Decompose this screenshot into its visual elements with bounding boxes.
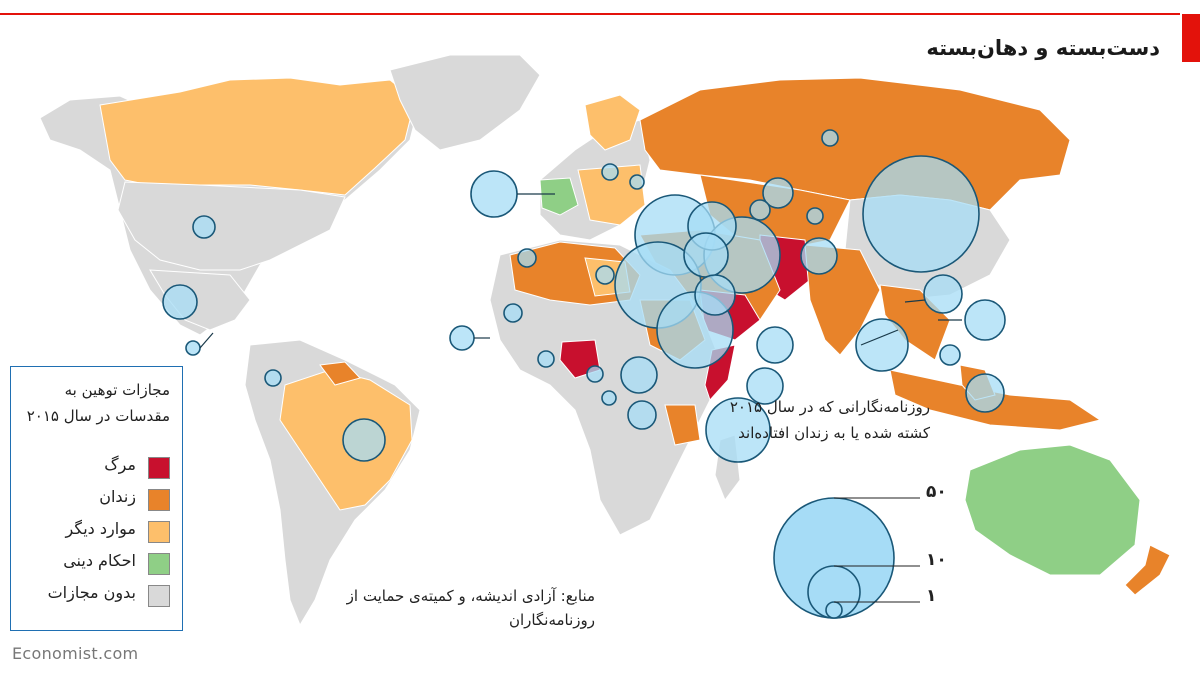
bubble-saudi — [694, 274, 736, 316]
bubble-uk — [601, 163, 619, 181]
top-rule — [0, 13, 1180, 15]
legend-label: زندان — [99, 487, 136, 506]
bubble-sudan — [620, 356, 658, 394]
bubble-vietnam — [939, 344, 961, 366]
bubble-iraq — [683, 232, 729, 278]
bubble-myanmar — [964, 299, 1006, 341]
region-france — [539, 177, 579, 216]
bubble-legend-label-10: ۱۰ — [926, 550, 947, 570]
region-tanzania — [664, 404, 701, 446]
legend-item-death: مرگ — [25, 455, 170, 481]
bubble-mexico — [162, 284, 198, 320]
region-greenland — [389, 54, 541, 151]
legend-swatch — [148, 553, 170, 575]
bubble-legend-1 — [825, 601, 843, 619]
legend-swatch — [148, 585, 170, 607]
bubble-thailand — [855, 318, 909, 372]
bubble-kenya — [705, 397, 771, 463]
legend-item-religious: احکام دینی — [25, 551, 170, 577]
bubble-legend-label-1: ۱ — [926, 586, 937, 606]
bubble-legend-label-50: ۵۰ — [926, 482, 947, 502]
bubble-yemen — [756, 326, 794, 364]
legend-swatch — [148, 489, 170, 511]
region-usa — [117, 181, 346, 271]
bubble-india — [800, 237, 838, 275]
bubble-colombia — [264, 369, 282, 387]
legend-item-other: موارد دیگر — [25, 519, 170, 545]
bubble-drc — [627, 400, 657, 430]
bubble-philippines — [965, 373, 1005, 413]
legend-swatch — [148, 457, 170, 479]
legend-label: بدون مجازات — [47, 583, 136, 602]
bubble-china — [862, 155, 980, 273]
region-australia — [964, 444, 1141, 576]
bubble-cameroon — [586, 365, 604, 383]
source-note: منابع: آزادی اندیشه، و کمیته‌ی حمایت از … — [346, 587, 595, 629]
chart-title: دست‌بسته و دهان‌بسته — [926, 36, 1160, 60]
region-eastern-europe — [577, 164, 646, 226]
bubble-usa — [192, 215, 216, 239]
bubble-brazil — [342, 418, 386, 462]
legend-item-none: بدون مجازات — [25, 583, 170, 609]
bubble-russia — [821, 129, 839, 147]
bubble-honduras — [185, 340, 201, 356]
legend-item-prison: زندان — [25, 487, 170, 513]
bubble-angola — [601, 390, 617, 406]
bubble-pakistan — [762, 177, 794, 209]
legend-label: موارد دیگر — [65, 519, 136, 538]
bubble-libya — [595, 265, 615, 285]
bubble-belarus — [629, 174, 645, 190]
legend-label: مرگ — [104, 455, 136, 474]
bubble-legend-note: روزنامه‌نگارانی که در سال ۲۰۱۵ کشته شده … — [729, 398, 930, 442]
bubble-bangladesh — [923, 274, 963, 314]
region-guyana — [319, 361, 361, 386]
bubble-somalia — [746, 367, 784, 405]
legend-label: احکام دینی — [63, 551, 136, 570]
bubble-france — [470, 170, 518, 218]
publisher-credit: Economist.com — [12, 644, 139, 663]
bubble-gambia — [449, 325, 475, 351]
bubble-kazakhstan — [806, 207, 824, 225]
region-scandinavia — [584, 94, 641, 151]
bubble-azerbaijan — [749, 199, 771, 221]
legend-title: مجازات توهین به مقدسات در سال ۲۰۱۵ — [26, 381, 170, 425]
color-legend: مجازات توهین به مقدسات در سال ۲۰۱۵ مرگ ز… — [10, 366, 183, 631]
region-new-zealand — [1124, 544, 1171, 596]
bubble-nigeria — [537, 350, 555, 368]
legend-swatch — [148, 521, 170, 543]
brand-tab — [1182, 14, 1200, 62]
bubble-mali — [503, 303, 523, 323]
bubble-algeria — [517, 248, 537, 268]
